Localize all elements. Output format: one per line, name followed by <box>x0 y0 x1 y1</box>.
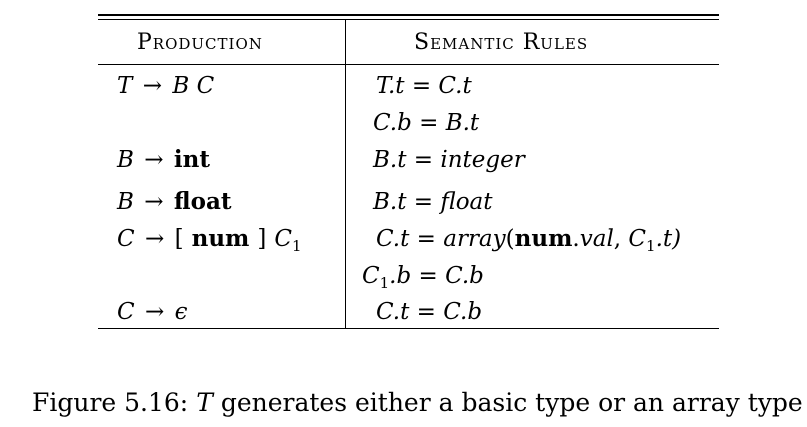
rule-row-1: T.t = C.t <box>376 73 472 99</box>
production-row-5: C →[num] C1 <box>117 225 302 255</box>
rule-row-5: C.t = array(num.val, C1.t) <box>376 225 682 255</box>
production-row-4: B → float <box>117 188 232 215</box>
figure-caption: Figure 5.16: T generates either a basic … <box>32 388 803 417</box>
rule-row-3: B.t = integer <box>373 147 525 173</box>
production-row-1: T → B C <box>117 73 215 99</box>
column-divider <box>345 20 346 328</box>
header-rule <box>98 64 719 65</box>
table-top-rule-double <box>98 19 719 20</box>
production-header: Production <box>137 30 263 55</box>
semantic-rules-header: Semantic Rules <box>414 30 589 55</box>
rule-row-4: B.t = float <box>373 189 493 215</box>
table-top-rule <box>98 14 719 16</box>
production-row-3: B → int <box>117 146 210 173</box>
rule-row-6: C1.b = C.b <box>362 263 484 292</box>
table-bottom-rule <box>98 328 719 329</box>
production-row-7: C → ϵ <box>117 299 188 325</box>
rule-row-2: C.b = B.t <box>373 110 480 136</box>
rule-row-7: C.t = C.b <box>376 299 483 325</box>
